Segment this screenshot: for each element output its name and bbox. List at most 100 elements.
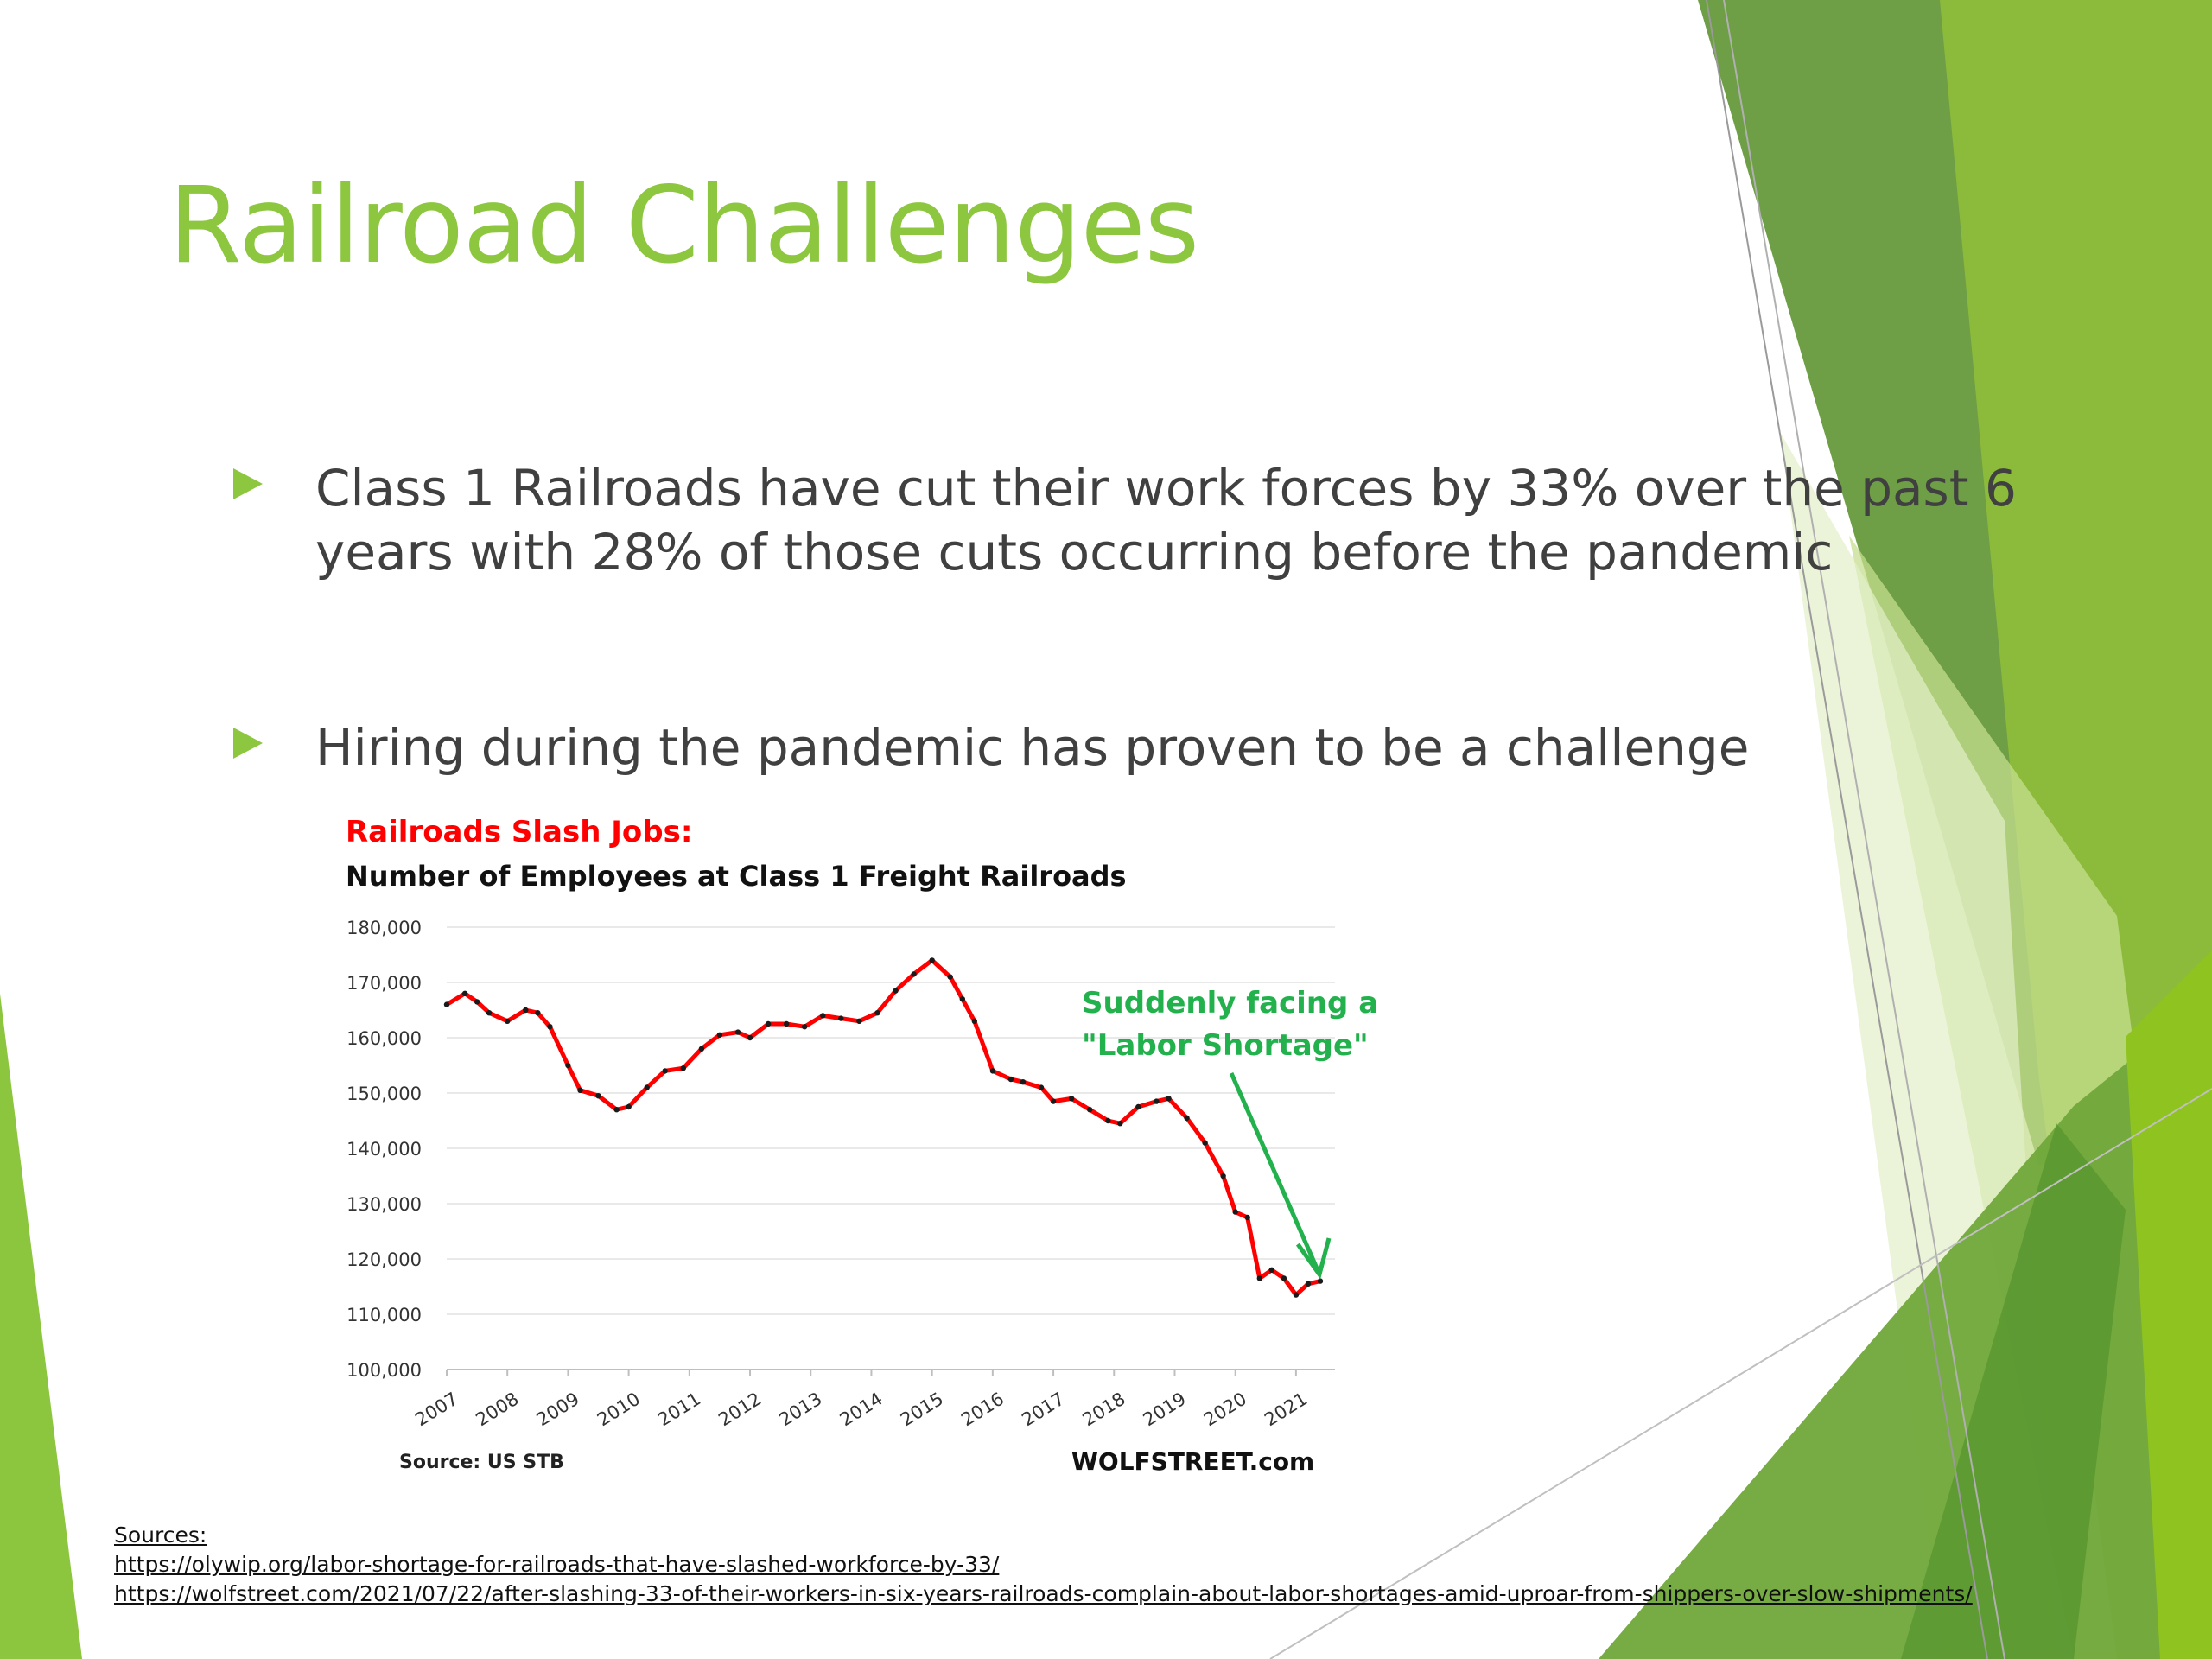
annotation-line: "Labor Shortage" — [1082, 1028, 1369, 1063]
x-tick-label: 2010 — [594, 1389, 644, 1431]
data-point — [1007, 1076, 1014, 1083]
data-point — [662, 1068, 668, 1074]
y-tick-label: 110,000 — [346, 1305, 422, 1325]
source-link[interactable]: https://wolfstreet.com/2021/07/22/after-… — [114, 1581, 1973, 1606]
data-point — [474, 999, 480, 1005]
data-point — [1154, 1098, 1160, 1104]
data-point — [461, 990, 468, 996]
chart-source: Source: US STB — [399, 1452, 564, 1473]
data-point — [784, 1020, 790, 1027]
x-tick-label: 2020 — [1200, 1389, 1250, 1431]
chart-annotation: Suddenly facing a "Labor Shortage" — [1082, 982, 1378, 1067]
data-point — [1281, 1275, 1287, 1281]
data-point — [1020, 1079, 1027, 1085]
data-point — [535, 1010, 541, 1016]
data-point — [1117, 1121, 1123, 1127]
data-point — [1232, 1209, 1238, 1215]
data-point — [1166, 1096, 1172, 1102]
data-point — [874, 1010, 880, 1016]
data-point — [595, 1093, 601, 1099]
x-tick-label: 2017 — [1018, 1389, 1068, 1431]
x-tick-label: 2015 — [897, 1389, 947, 1431]
chart-gridlines — [447, 926, 1335, 1370]
x-tick-label: 2009 — [533, 1389, 583, 1431]
data-point — [1244, 1214, 1250, 1221]
data-point — [1317, 1278, 1324, 1284]
accent-line — [1269, 1088, 2212, 1659]
data-point — [911, 971, 917, 977]
data-point — [1293, 1292, 1300, 1298]
chart-x-ticks: 2007 2008 2009 2010 2011 2012 2013 2014 2015 2016… — [411, 1370, 1311, 1430]
chart-title: Railroads Slash Jobs: — [346, 815, 693, 849]
data-point — [820, 1013, 826, 1019]
data-point — [1220, 1173, 1226, 1179]
data-point — [734, 1029, 741, 1035]
series-line — [445, 957, 1321, 1298]
y-tick-label: 130,000 — [346, 1194, 422, 1215]
sources-label: Sources: — [114, 1522, 207, 1548]
sources-block: Sources: https://olywip.org/labor-shorta… — [114, 1521, 1973, 1609]
annotation-arrow — [1229, 1071, 1332, 1280]
bullet-arrow-icon — [233, 728, 263, 759]
data-point — [929, 957, 935, 963]
data-point — [1087, 1107, 1093, 1113]
chart-subtitle: Number of Employees at Class 1 Freight R… — [346, 860, 1127, 893]
x-tick-label: 2013 — [776, 1389, 826, 1431]
data-point — [765, 1020, 772, 1027]
data-point — [626, 1103, 632, 1110]
data-point — [747, 1034, 753, 1041]
data-point — [680, 1065, 686, 1071]
data-point — [1050, 1098, 1057, 1104]
data-point — [698, 1046, 705, 1052]
x-tick-label: 2021 — [1261, 1389, 1311, 1431]
data-point — [959, 996, 965, 1002]
data-point — [1256, 1275, 1263, 1281]
data-point — [523, 1007, 529, 1014]
x-tick-label: 2007 — [411, 1389, 461, 1431]
bullet-text: Hiring during the pandemic has proven to… — [315, 718, 1750, 777]
bullet-text: Class 1 Railroads have cut their work fo… — [315, 459, 2017, 582]
green-shard-left — [0, 994, 82, 1659]
chart-series — [443, 957, 1324, 1298]
x-tick-label: 2019 — [1140, 1389, 1190, 1431]
data-point — [644, 1084, 650, 1090]
chart-plot: 180,000 170,000 160,000 150,000 140,000 130,0… — [346, 918, 1335, 1430]
data-point — [443, 1001, 450, 1007]
data-point — [1268, 1267, 1275, 1273]
data-point — [893, 988, 899, 994]
slide-title: Railroad Challenges — [168, 164, 1199, 287]
x-tick-label: 2018 — [1079, 1389, 1129, 1431]
y-tick-label: 150,000 — [346, 1084, 422, 1104]
annotation-arrow-line — [1229, 1071, 1320, 1272]
data-point — [971, 1018, 977, 1024]
x-tick-label: 2012 — [715, 1389, 765, 1431]
data-point — [856, 1018, 862, 1024]
data-point — [486, 1010, 493, 1016]
data-point — [989, 1068, 996, 1074]
bullet-arrow-icon — [233, 468, 263, 499]
accent-line — [1706, 0, 1988, 1659]
x-tick-label: 2011 — [654, 1389, 704, 1431]
y-tick-label: 100,000 — [346, 1360, 422, 1381]
data-point — [1184, 1115, 1190, 1121]
data-point — [1105, 1117, 1111, 1124]
chart-y-ticks: 180,000 170,000 160,000 150,000 140,000 130,0… — [346, 918, 422, 1381]
y-tick-label: 180,000 — [346, 918, 422, 938]
annotation-arrow-head — [1295, 1237, 1332, 1280]
y-tick-label: 160,000 — [346, 1028, 422, 1049]
accent-line — [1723, 0, 2005, 1659]
employment-chart: 180,000 170,000 160,000 150,000 140,000 130,0… — [311, 799, 1382, 1486]
chart-brand: WOLFSTREET.com — [1071, 1447, 1315, 1476]
data-point — [505, 1018, 511, 1024]
data-point — [1038, 1084, 1045, 1090]
source-link[interactable]: https://olywip.org/labor-shortage-for-ra… — [114, 1552, 1000, 1577]
y-tick-label: 140,000 — [346, 1139, 422, 1160]
data-point — [577, 1087, 583, 1093]
data-point — [1135, 1103, 1141, 1110]
annotation-line: Suddenly facing a — [1082, 986, 1379, 1020]
data-point — [802, 1024, 808, 1030]
x-tick-label: 2008 — [472, 1389, 522, 1431]
data-point — [547, 1024, 553, 1030]
